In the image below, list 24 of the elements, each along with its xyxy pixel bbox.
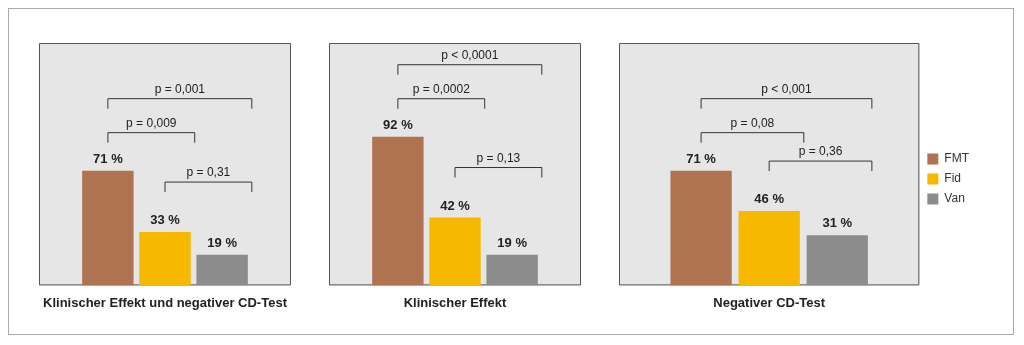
data-label: 42 % [440,197,471,213]
legend-label: Fid [944,171,962,186]
data-label: 92 % [383,116,414,132]
data-label: 71 % [686,150,717,166]
annotation: p < 0,0001 [441,48,499,63]
data-label: 19 % [497,234,528,250]
annotation: p = 0,13 [476,150,521,165]
annotation: p = 0,31 [186,165,231,180]
data-label: 19 % [207,234,238,250]
x-axis-title: Klinischer Effekt [403,294,507,310]
annotation: p = 0,0002 [412,82,471,97]
annotation: p = 0,36 [798,144,843,159]
data-label: 33 % [150,212,181,228]
annotation: p = 0,009 [126,115,177,130]
x-axis-title: Negativer CD-Test [713,294,826,310]
annotation: p < 0,001 [761,81,812,96]
legend-label: FMT [944,151,970,166]
legend-label: Van [944,191,965,206]
data-label: 31 % [822,215,853,231]
data-label: 46 % [754,191,785,207]
annotation: p = 0,001 [154,81,206,96]
data-label: 71 % [93,150,124,166]
x-axis-title: Klinischer Effekt und negativer CD-Test [43,294,288,310]
annotation: p = 0,08 [730,115,775,130]
